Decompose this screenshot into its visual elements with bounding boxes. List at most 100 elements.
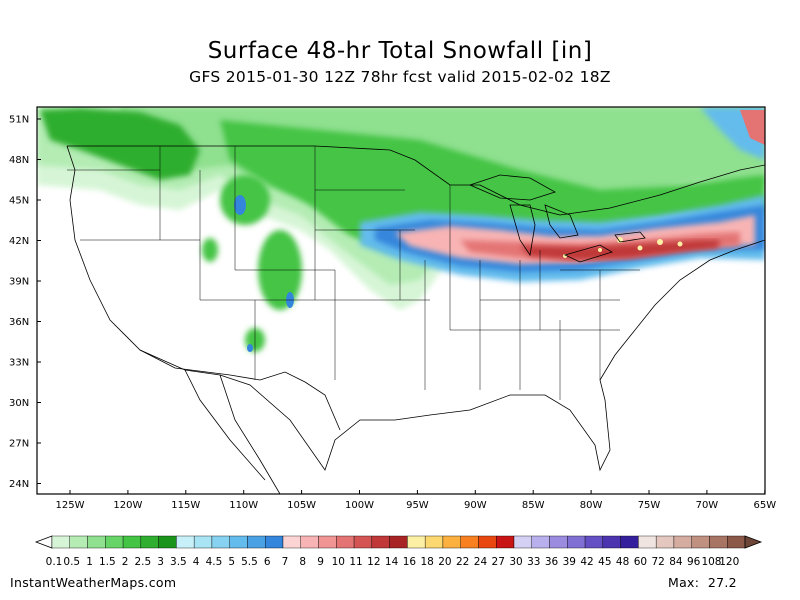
- colorbar: 0.1 0.5 1 1.5 2 2.5 3 3.5 4 4.5 5 5.5 6 7 8 9 10 11 12 14 16…: [34, 535, 763, 568]
- colorbar-swatch: [620, 535, 639, 549]
- lat-label: 42N: [9, 236, 29, 247]
- lon-label: 80W: [580, 500, 603, 511]
- colorbar-label: 6: [264, 556, 271, 568]
- longitude-labels: 125W 120W 115W 110W 105W 100W 95W 90W 85W 80W 75W 7…: [56, 490, 776, 511]
- colorbar-swatch: [424, 535, 444, 549]
- colorbar-swatch: [460, 535, 479, 549]
- lat-label: 39N: [9, 277, 29, 288]
- snow-northeast-heavy: [740, 110, 765, 145]
- lake-ontario: [614, 231, 646, 243]
- lat-label: 36N: [9, 317, 29, 328]
- lat-label: 27N: [9, 439, 29, 450]
- lat-label: 51N: [9, 115, 29, 126]
- colorbar-label: 5.5: [241, 556, 258, 568]
- colorbar-label: 84: [669, 556, 683, 568]
- mexico-coast: [184, 369, 281, 494]
- colorbar-swatch: [442, 535, 461, 549]
- colorbar-swatch: [407, 535, 426, 549]
- colorbar-swatch: [673, 535, 692, 549]
- colorbar-label: 3: [157, 556, 164, 568]
- colorbar-swatch: [655, 535, 675, 549]
- colorbar-swatch: [69, 535, 88, 549]
- colorbar-label: 2: [122, 556, 129, 568]
- lake-huron: [544, 204, 579, 239]
- colorbar-label: 3.5: [170, 556, 187, 568]
- colorbar-swatch: [158, 535, 177, 549]
- colorbar-label: 48: [616, 556, 629, 568]
- colorbar-swatch: [709, 535, 728, 549]
- lon-label: 125W: [56, 500, 85, 511]
- lon-label: 95W: [406, 500, 429, 511]
- credit-text: InstantWeatherMaps.com: [10, 575, 177, 590]
- lake-erie: [563, 244, 613, 263]
- colorbar-swatch: [229, 535, 248, 549]
- latitude-labels: 51N 48N 45N 42N 39N 36N 33N 30N 27N 24N: [9, 115, 41, 490]
- colorbar-high-arrow: [744, 535, 763, 549]
- colorbar-label: 33: [527, 556, 540, 568]
- colorbar-swatch: [602, 535, 621, 549]
- colorbar-swatch: [549, 535, 568, 549]
- map-frame: [36, 106, 766, 495]
- colorbar-label: 1.5: [99, 556, 116, 568]
- colorbar-swatch: [478, 535, 497, 549]
- colorbar-swatch: [691, 535, 710, 549]
- max-label: Max:: [668, 575, 700, 590]
- colorbar-label: 30: [509, 556, 522, 568]
- colorbar-label: 18: [420, 556, 433, 568]
- colorbar-swatch: [371, 535, 390, 549]
- lon-label: 115W: [171, 500, 200, 511]
- map-subtitle: GFS 2015-01-30 12Z 78hr fcst valid 2015-…: [189, 68, 611, 86]
- colorbar-swatch: [389, 535, 408, 549]
- colorbar-label: 8: [299, 556, 306, 568]
- colorbar-swatch: [176, 535, 195, 549]
- colorbar-label: 96: [687, 556, 701, 568]
- colorbar-swatch: [122, 535, 142, 549]
- colorbar-label: 7: [282, 556, 289, 568]
- colorbar-label: 16: [403, 556, 417, 568]
- lon-label: 100W: [345, 500, 374, 511]
- colorbar-swatch: [300, 535, 319, 549]
- colorbar-label: 1: [86, 556, 93, 568]
- colorbar-swatch: [353, 535, 373, 549]
- lat-label: 33N: [9, 358, 29, 369]
- lon-label: 70W: [696, 500, 719, 511]
- colorbar-label: 0.1: [46, 556, 63, 568]
- colorbar-swatch: [727, 535, 746, 549]
- lake-superior: [468, 174, 556, 201]
- colorbar-label: 42: [580, 556, 593, 568]
- colorbar-swatch: [247, 535, 266, 549]
- lon-label: 85W: [522, 500, 545, 511]
- colorbar-swatch: [513, 535, 532, 549]
- colorbar-label: 120: [719, 556, 739, 568]
- lon-label: 65W: [753, 500, 776, 511]
- lake-michigan: [509, 204, 536, 257]
- lon-label: 110W: [229, 500, 258, 511]
- colorbar-label: 20: [438, 556, 451, 568]
- lat-label: 30N: [9, 398, 29, 409]
- boundaries: [66, 145, 765, 494]
- snow-12: [520, 240, 720, 260]
- colorbar-label: 39: [563, 556, 576, 568]
- lon-label: 90W: [464, 500, 487, 511]
- colorbar-label: 4: [193, 556, 200, 568]
- colorbar-label: 11: [349, 556, 362, 568]
- colorbar-swatch: [105, 535, 124, 549]
- colorbar-label: 9: [317, 556, 324, 568]
- lon-label: 105W: [287, 500, 316, 511]
- lon-label: 120W: [113, 500, 142, 511]
- colorbar-swatch: [638, 535, 657, 549]
- colorbar-swatch: [87, 535, 106, 549]
- colorbar-label: 14: [385, 556, 399, 568]
- colorbar-swatch: [531, 535, 550, 549]
- map-title: Surface 48-hr Total Snowfall [in]: [207, 38, 593, 64]
- max-value: 27.2: [707, 575, 737, 590]
- lon-label: 75W: [638, 500, 661, 511]
- lat-label: 45N: [9, 196, 29, 207]
- colorbar-swatch: [584, 535, 604, 549]
- colorbar-swatch: [265, 535, 284, 549]
- colorbar-label: 5: [228, 556, 235, 568]
- colorbar-label: 22: [456, 556, 469, 568]
- colorbar-label: 0.5: [63, 556, 80, 568]
- max-readout: Max: 27.2: [668, 575, 737, 590]
- us-coastline: [66, 145, 765, 472]
